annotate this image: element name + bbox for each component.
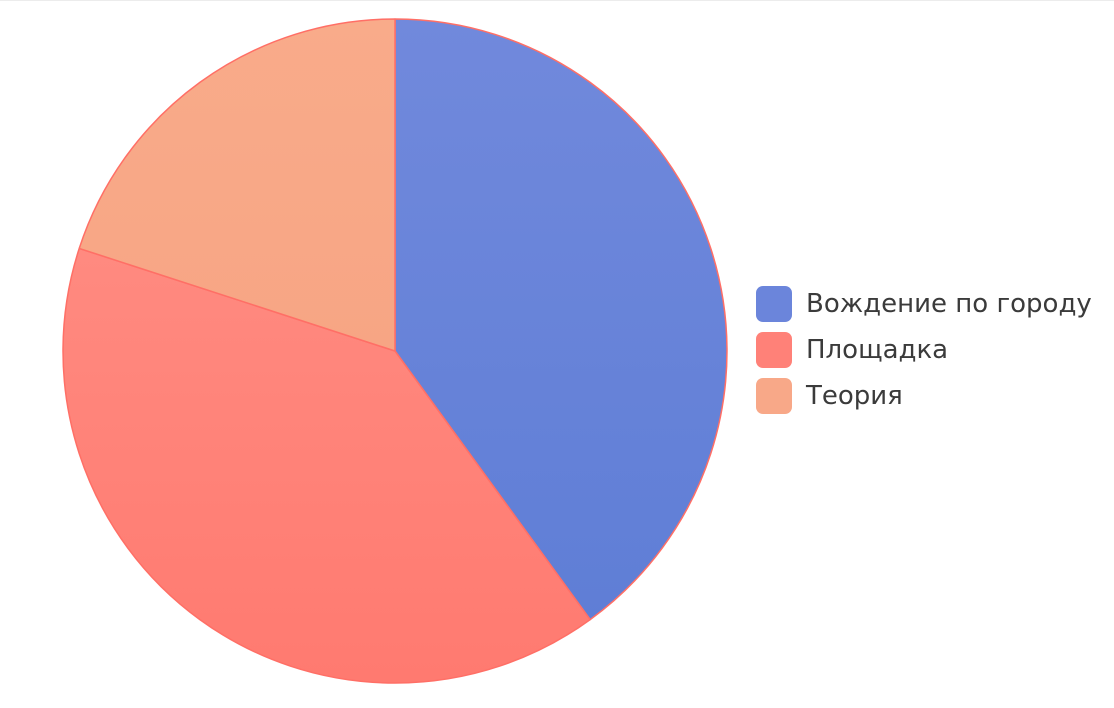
pie-slice-training-ground[interactable] xyxy=(62,247,591,684)
legend-label-training-ground: Площадка xyxy=(806,335,949,365)
legend-item-theory[interactable]: Теория xyxy=(756,378,1092,414)
legend-label-city-driving: Вождение по городу xyxy=(806,289,1092,319)
pie-slice-theory[interactable] xyxy=(78,18,396,352)
legend-swatch-city-driving xyxy=(756,286,792,322)
chart-legend: Вождение по городу Площадка Теория xyxy=(756,286,1092,414)
legend-swatch-training-ground xyxy=(756,332,792,368)
top-divider xyxy=(0,0,1114,1)
legend-item-city-driving[interactable]: Вождение по городу xyxy=(756,286,1092,322)
legend-swatch-theory xyxy=(756,378,792,414)
pie-slice-city-driving[interactable] xyxy=(394,18,728,621)
legend-item-training-ground[interactable]: Площадка xyxy=(756,332,1092,368)
pie-slices xyxy=(62,18,728,684)
legend-label-theory: Теория xyxy=(806,381,903,411)
